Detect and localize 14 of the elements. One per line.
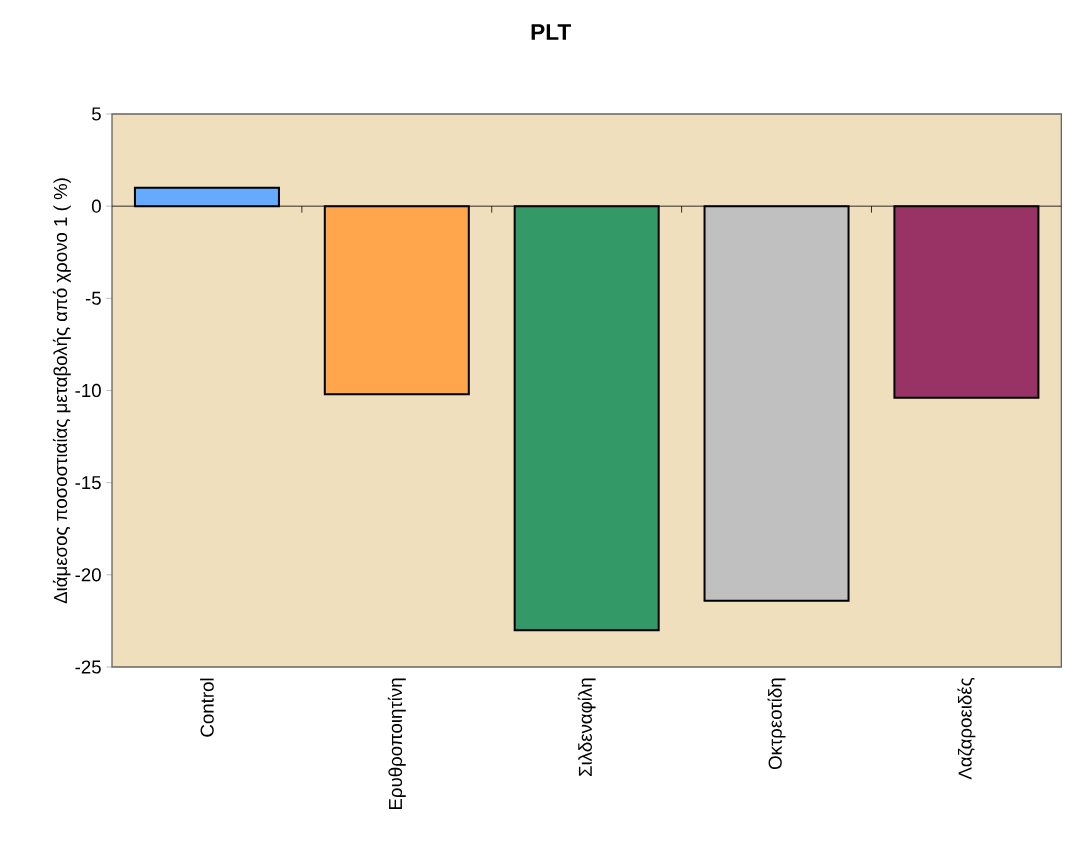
y-tick-label: -15: [75, 476, 101, 490]
chart-title: PLT: [531, 24, 572, 40]
x-tick-label: Ερυθροποιητίνη: [387, 678, 406, 810]
x-tick-label: Οκτρεοτίδη: [767, 678, 786, 770]
y-axis-title: Διάμεσος ποσοστιαίας μεταβολής από χρονο 1 ( %): [52, 178, 71, 604]
x-tick-label: Control: [200, 678, 214, 737]
x-tick-label: Σιλδεναφίλη: [577, 678, 596, 776]
y-tick-label: -20: [75, 568, 101, 582]
y-tick-label: -5: [85, 291, 101, 305]
x-tick-label: Λαζαροειδές: [957, 677, 976, 780]
y-tick-label: 5: [91, 107, 101, 121]
y-tick-label: -10: [75, 383, 101, 398]
y-tick-label: -25: [75, 660, 101, 674]
y-tick-label: 0: [91, 199, 101, 213]
